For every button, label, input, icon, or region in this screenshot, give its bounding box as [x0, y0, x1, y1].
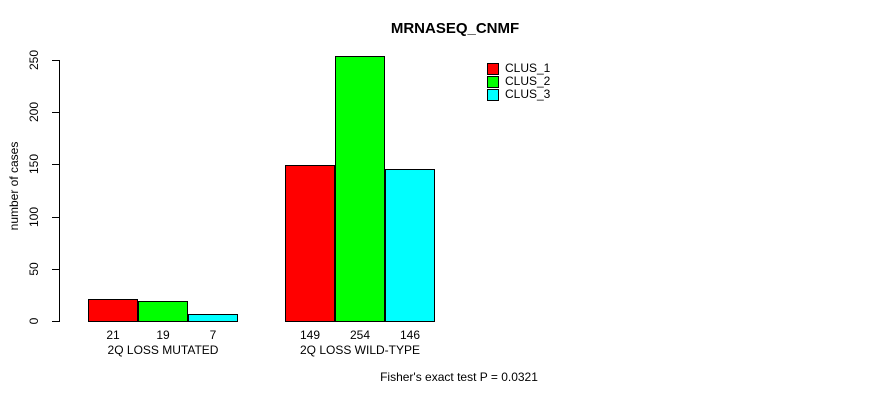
y-axis-tick: [52, 217, 59, 218]
bar-clus_2-1: [138, 301, 188, 322]
y-axis-tick: [52, 60, 59, 61]
bar-clus_2-2: [335, 56, 385, 322]
y-axis-tick: [52, 164, 59, 165]
legend-swatch-icon: [487, 88, 499, 101]
y-axis-tick-label: 250: [27, 49, 41, 71]
bar-value-label: 254: [349, 328, 371, 342]
bar-value-label: 19: [156, 328, 170, 342]
y-axis-tick: [52, 321, 59, 322]
y-axis-tick-label: 200: [27, 101, 41, 123]
legend-label: CLUS_1: [505, 61, 551, 75]
legend-label: CLUS_3: [505, 87, 551, 101]
y-axis-tick-label: 0: [27, 317, 41, 325]
y-axis-line: [59, 60, 60, 322]
bar-clus_3-2: [385, 169, 435, 322]
category-label: 2Q LOSS MUTATED: [107, 343, 219, 357]
legend-item-clus_3: CLUS_3: [487, 88, 550, 101]
legend-item-clus_1: CLUS_1: [487, 62, 550, 75]
legend-swatch-icon: [487, 75, 499, 88]
bar-clus_1-1: [88, 299, 138, 322]
y-axis-tick: [52, 112, 59, 113]
bar-value-label: 146: [399, 328, 421, 342]
bar-clus_3-1: [188, 314, 238, 322]
annotation-text: Fisher's exact test P = 0.0321: [380, 370, 538, 384]
y-axis-title: number of cases: [7, 141, 21, 231]
chart-title: MRNASEQ_CNMF: [390, 20, 520, 37]
y-axis-tick-label: 50: [27, 262, 41, 276]
legend-label: CLUS_2: [505, 74, 551, 88]
y-axis-tick-label: 100: [27, 206, 41, 228]
legend: CLUS_1 CLUS_2 CLUS_3: [487, 62, 550, 101]
bar-clus_1-2: [285, 165, 335, 322]
legend-swatch-icon: [487, 62, 499, 75]
bar-value-label: 7: [209, 328, 217, 342]
category-label: 2Q LOSS WILD-TYPE: [299, 343, 421, 357]
y-axis-tick-label: 150: [27, 153, 41, 175]
y-axis-tick: [52, 269, 59, 270]
bar-value-label: 149: [299, 328, 321, 342]
bar-value-label: 21: [106, 328, 120, 342]
legend-item-clus_2: CLUS_2: [487, 75, 550, 88]
